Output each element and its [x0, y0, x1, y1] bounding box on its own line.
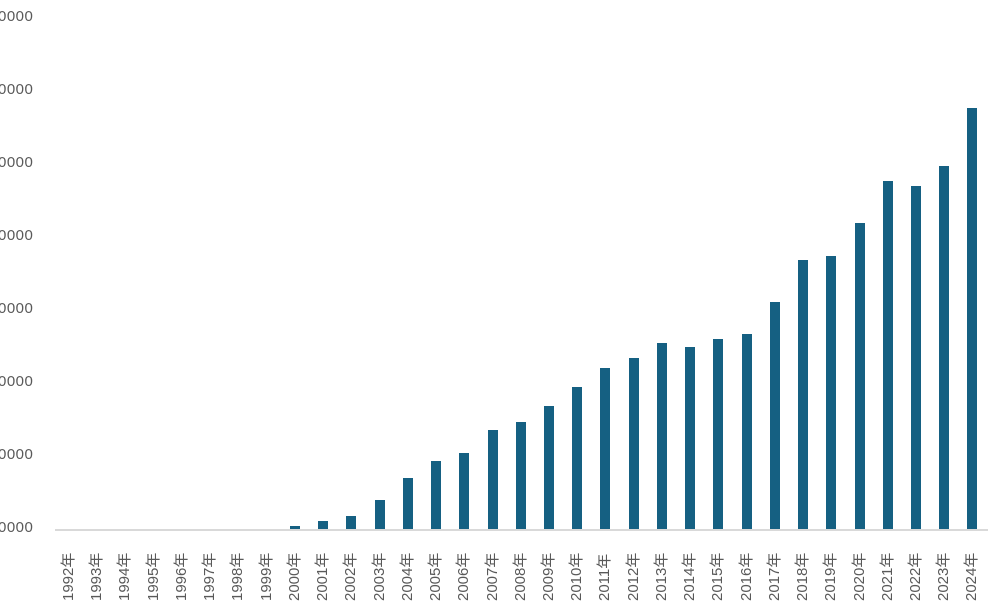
- x-tick-label: 2011年: [596, 553, 614, 601]
- bar-2009: [543, 405, 554, 530]
- bar-2003: [374, 500, 385, 530]
- x-tick-label: 2023年: [935, 552, 953, 601]
- y-tick-label: 0000: [0, 519, 34, 536]
- y-tick-label: 0000: [0, 373, 34, 390]
- bar-2021: [882, 181, 893, 530]
- x-tick-label: 2002年: [342, 552, 360, 601]
- x-tick-label: 2020年: [850, 552, 868, 601]
- x-tick-label: 1998年: [229, 552, 247, 601]
- x-tick-label: 2004年: [398, 552, 416, 601]
- bar-2001: [318, 521, 329, 530]
- x-tick-label: 2012年: [624, 552, 642, 601]
- x-tick-label: 2005年: [427, 552, 445, 601]
- x-tick-label: 1993年: [88, 552, 106, 601]
- bar-2019: [826, 256, 837, 530]
- x-tick-label: 2001年: [314, 552, 332, 601]
- bar-2014: [685, 346, 696, 530]
- x-tick-label: 2017年: [765, 552, 783, 601]
- bar-2018: [798, 259, 809, 530]
- bar-2012: [628, 357, 639, 530]
- x-tick-label: 2009年: [539, 552, 557, 601]
- x-tick-label: 1992年: [60, 552, 77, 601]
- bar-2020: [854, 222, 865, 530]
- x-tick-label: 2019年: [822, 552, 840, 601]
- x-tick-label: 2010年: [568, 552, 586, 601]
- bar-2015: [713, 338, 724, 530]
- x-tick-label: 1997年: [201, 552, 219, 601]
- bar-2022: [911, 186, 922, 530]
- x-tick-label: 2018年: [794, 552, 812, 601]
- bar-2016: [741, 334, 752, 530]
- y-tick-label: 0000: [0, 300, 34, 317]
- bar-2023: [939, 165, 950, 530]
- bar-2008: [515, 421, 526, 530]
- x-tick-label: 2022年: [907, 552, 925, 601]
- x-tick-label: 2016年: [737, 552, 755, 601]
- bar-2005: [431, 460, 442, 530]
- x-tick-label: 1994年: [116, 552, 134, 601]
- x-tick-label: 2014年: [681, 552, 699, 601]
- x-tick-label: 2006年: [455, 552, 473, 601]
- bar-2007: [487, 429, 498, 530]
- x-tick-label: 2003年: [370, 552, 388, 601]
- y-tick-label: 0000: [0, 446, 34, 463]
- x-tick-label: 2013年: [652, 552, 670, 601]
- x-tick-label: 1996年: [172, 552, 190, 601]
- y-tick-label: 0000: [0, 81, 34, 98]
- y-tick-label: 0000: [0, 8, 34, 25]
- y-tick-label: 0000: [0, 154, 34, 171]
- x-tick-label: 2000年: [285, 552, 303, 601]
- x-axis-line: [55, 529, 988, 531]
- x-tick-label: 2024年: [963, 552, 981, 601]
- x-tick-label: 2008年: [511, 552, 529, 601]
- y-tick-label: 0000: [0, 227, 34, 244]
- x-tick-label: 2007年: [483, 552, 501, 601]
- bar-2011: [600, 367, 611, 530]
- bar-2017: [769, 302, 780, 530]
- bar-2010: [572, 386, 583, 530]
- x-tick-label: 1995年: [144, 552, 162, 601]
- bar-2013: [656, 343, 667, 530]
- bar-2004: [402, 478, 413, 530]
- x-tick-label: 2015年: [709, 552, 727, 601]
- bar-2024: [967, 108, 978, 530]
- x-tick-label: 1999年: [257, 552, 275, 601]
- bar-2006: [459, 453, 470, 530]
- x-tick-label: 2021年: [878, 552, 896, 601]
- bar-2000: [289, 526, 300, 530]
- bar-2002: [346, 516, 357, 530]
